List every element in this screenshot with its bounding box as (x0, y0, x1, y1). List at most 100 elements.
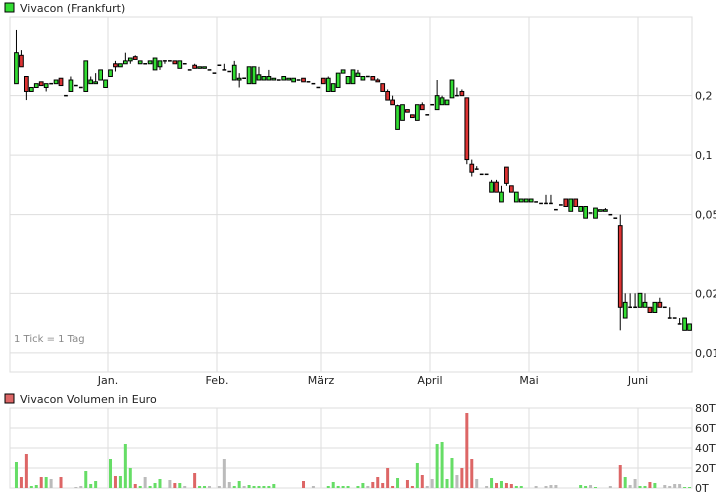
volume-bar (257, 486, 261, 488)
candle (504, 166, 509, 186)
candle-body (192, 64, 198, 69)
price-y-tick-label: 0,1 (695, 149, 713, 162)
volume-bar (109, 459, 113, 488)
volume-bar (153, 483, 157, 488)
volume-bar (222, 459, 226, 488)
volume-bar (460, 468, 464, 488)
candle-body (256, 74, 262, 81)
candle (544, 194, 548, 205)
volume-y-tick-label: 80T (695, 402, 716, 415)
candle-body (375, 79, 381, 83)
candle-body (395, 105, 400, 130)
candle-body (281, 76, 287, 81)
candle (687, 323, 692, 331)
candle (202, 66, 207, 69)
volume-bar (648, 482, 652, 488)
candle (444, 99, 450, 106)
volume-bar (262, 486, 266, 488)
candle (677, 318, 682, 325)
volume-bar (688, 487, 692, 488)
volume-bar (198, 486, 202, 488)
candle-body (58, 77, 64, 87)
volume-bar (217, 486, 221, 488)
candle (642, 293, 648, 308)
month-tick-label: Jan. (97, 374, 118, 387)
volume-bar (79, 486, 83, 488)
volume-bar (44, 477, 48, 488)
candle (568, 198, 574, 212)
volume-bar (653, 483, 657, 488)
volume-grid (9, 407, 693, 489)
volume-bar (138, 486, 142, 488)
candle-body (28, 86, 34, 92)
volume-bar (544, 486, 548, 488)
volume-bar (504, 483, 508, 488)
candle (414, 104, 420, 121)
volume-bar (128, 468, 132, 488)
candle-body (68, 79, 74, 92)
volume-bar (183, 486, 187, 488)
volume-bar (633, 479, 637, 488)
volume-bar (173, 483, 177, 488)
candle-body (93, 81, 99, 85)
candle-body (335, 72, 341, 88)
candle (256, 66, 262, 81)
candle (385, 89, 391, 101)
candle-body (410, 114, 415, 119)
volume-bar (405, 480, 409, 488)
candle (434, 80, 440, 111)
volume-bar (440, 442, 444, 488)
volume-bars (14, 413, 692, 488)
candle (360, 76, 366, 81)
candle (405, 109, 410, 113)
volume-bar (361, 483, 365, 488)
candle (172, 60, 178, 65)
candle (682, 317, 687, 331)
candle-body (598, 209, 603, 212)
candle (301, 77, 306, 83)
candle (370, 76, 376, 81)
volume-bar (435, 444, 439, 488)
volume-legend-swatch (4, 393, 15, 404)
candle (637, 292, 643, 308)
candle (633, 293, 637, 309)
volume-bar (425, 486, 429, 488)
candle (177, 60, 183, 69)
volume-bar (420, 475, 424, 488)
candle (464, 97, 470, 165)
volume-bar (396, 478, 400, 488)
volume-bar (455, 475, 459, 488)
volume-bar (623, 477, 627, 488)
candle-body (118, 63, 123, 68)
volume-bar (371, 482, 375, 488)
candle (563, 198, 569, 207)
candle (657, 297, 663, 308)
candle-body (434, 95, 440, 111)
price-legend-swatch (4, 2, 15, 13)
candle (583, 205, 588, 219)
candle-body (108, 69, 113, 78)
candle-body (14, 52, 19, 85)
candle (108, 69, 113, 78)
candle (222, 63, 227, 71)
candle (474, 166, 479, 170)
candle-body (23, 76, 29, 92)
candle-body (419, 104, 425, 111)
candle (345, 76, 351, 85)
candle (28, 86, 34, 92)
candle-body (177, 60, 183, 69)
candle-body (103, 79, 108, 88)
candle-body (355, 72, 361, 78)
volume-bar (381, 483, 385, 488)
candle-body (271, 77, 277, 81)
candle-body (122, 60, 128, 65)
volume-bar (39, 477, 43, 488)
candle-body (360, 76, 366, 81)
volume-bar (391, 486, 395, 488)
candle (147, 60, 153, 65)
volume-bar (302, 481, 306, 488)
candle (489, 179, 494, 193)
volume-bar (589, 485, 593, 488)
candle-body (617, 225, 623, 308)
